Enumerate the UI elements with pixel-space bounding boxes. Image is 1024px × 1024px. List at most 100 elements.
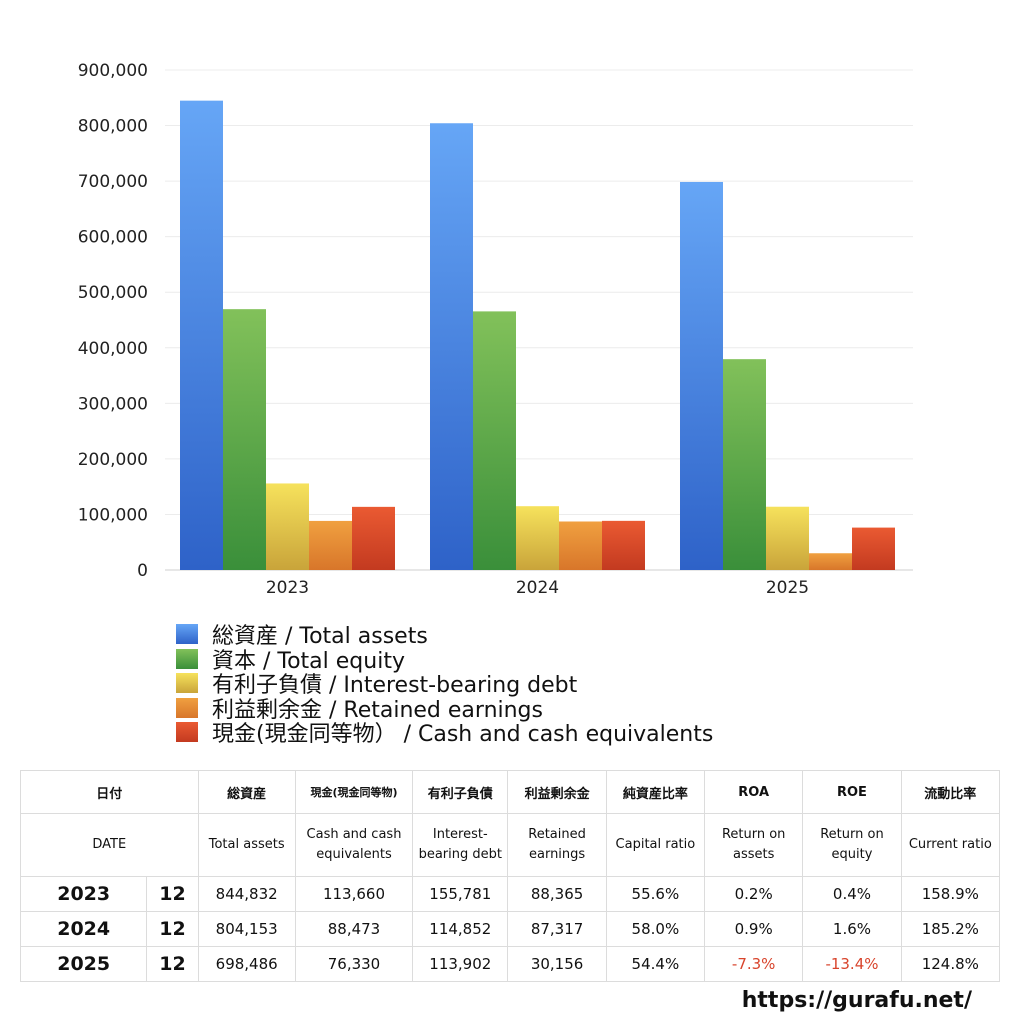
table-row: 2023 12 844,832 113,660 155,781 88,365 5… (19, 876, 1001, 912)
legend-label: 資本 / Total equity (212, 648, 405, 674)
header-capital-ratio-ja: 純資産比率 (605, 770, 706, 814)
legend-swatch (176, 697, 198, 718)
y-tick-label: 900,000 (78, 61, 148, 81)
cell-cash: 76,330 (294, 946, 414, 982)
bar-retained-earnings-2023 (309, 520, 352, 570)
chart-legend: 総資産 / Total assets 資本 / Total equity 有利子負債… (176, 622, 876, 747)
site-url: https://gurafu.net/ (741, 988, 972, 1013)
header-retained-en: Retained earnings (507, 813, 607, 877)
y-tick-label: 800,000 (78, 117, 148, 137)
cell-roa: 0.2% (704, 876, 804, 912)
legend-item: 利益剰余金 / Retained earnings (176, 696, 876, 723)
cell-roa: -7.3% (704, 946, 804, 982)
legend-swatch (176, 648, 198, 669)
legend-label: 総資産 / Total assets (212, 624, 428, 650)
bar-chart: 0 100,000 200,000 300,000 400,000 500,000 600,… (78, 61, 913, 598)
bar-retained-earnings-2024 (559, 521, 602, 570)
cell-current-ratio: 185.2% (900, 911, 1001, 947)
bar-total-equity-2025 (723, 359, 766, 570)
row-year: 2025 (19, 946, 148, 982)
row-month: 12 (146, 876, 199, 912)
legend-item: 総資産 / Total assets (176, 622, 876, 649)
legend-label: 利益剰余金 / Retained earnings (212, 697, 543, 723)
y-tick-label: 600,000 (78, 228, 148, 248)
cell-total-assets: 698,486 (197, 946, 296, 982)
x-tick-label: 2025 (766, 578, 809, 598)
y-tick-label: 700,000 (78, 172, 148, 192)
header-roa-en: Return on assets (704, 813, 804, 877)
header-date-ja: 日付 (20, 770, 199, 814)
legend-item: 有利子負債 / Interest-bearing debt (176, 671, 876, 698)
bar-total-assets-2025 (680, 181, 723, 571)
cell-total-assets: 844,832 (197, 876, 296, 912)
bar-total-equity-2024 (473, 311, 516, 570)
header-roe-en: Return on equity (802, 813, 902, 877)
cell-debt: 114,852 (412, 911, 509, 947)
header-total-assets-ja: 総資産 (197, 770, 296, 814)
legend-label: 有利子負債 / Interest-bearing debt (212, 673, 578, 699)
header-debt-ja: 有利子負債 (412, 770, 509, 814)
cell-current-ratio: 124.8% (900, 946, 1001, 982)
bar-retained-earnings-2025 (809, 553, 852, 570)
header-retained-ja: 利益剰余金 (507, 770, 607, 814)
y-tick-label: 400,000 (78, 339, 148, 359)
legend-label: 現金(現金同等物） / Cash and cash equivalents (212, 722, 714, 748)
header-date-en: DATE (20, 813, 199, 877)
bar-total-equity-2023 (223, 309, 266, 570)
bar-total-assets-2024 (430, 123, 473, 570)
x-tick-label: 2024 (516, 578, 559, 598)
chart-svg: 0 100,000 200,000 300,000 400,000 500,000 600,… (78, 61, 913, 598)
cell-current-ratio: 158.9% (900, 876, 1001, 912)
legend-swatch (176, 624, 198, 645)
cell-retained: 87,317 (507, 911, 607, 947)
table-header-ja: 日付 総資産 現金(現金同等物) 有利子負債 利益剰余金 純資産比率 ROA R… (20, 770, 1001, 814)
cell-debt: 113,902 (412, 946, 509, 982)
legend-swatch (176, 722, 198, 743)
legend-swatch (176, 673, 198, 694)
y-tick-label: 300,000 (78, 394, 148, 414)
row-month: 12 (146, 911, 199, 947)
y-tick-label: 0 (137, 561, 148, 581)
header-roe-ja: ROE (802, 770, 902, 814)
table-header-en: DATE Total assets Cash and cash equivale… (20, 813, 1001, 877)
cell-roa: 0.9% (704, 911, 804, 947)
row-year: 2023 (19, 876, 148, 912)
header-current-ratio-en: Current ratio (900, 813, 1001, 877)
y-tick-label: 500,000 (78, 283, 148, 303)
cell-cash: 113,660 (294, 876, 414, 912)
header-roa-ja: ROA (704, 770, 804, 814)
header-current-ratio-ja: 流動比率 (900, 770, 1001, 814)
header-debt-en: Interest-bearing debt (412, 813, 509, 877)
header-cash-en: Cash and cash equivalents (294, 813, 414, 877)
row-year: 2024 (19, 911, 148, 947)
cell-retained: 88,365 (507, 876, 607, 912)
bar-cash-2023 (352, 506, 395, 570)
cell-retained: 30,156 (507, 946, 607, 982)
header-capital-ratio-en: Capital ratio (605, 813, 706, 877)
bar-cash-2024 (602, 520, 645, 570)
header-cash-ja: 現金(現金同等物) (294, 770, 414, 814)
cell-capital-ratio: 55.6% (605, 876, 706, 912)
header-total-assets-en: Total assets (197, 813, 296, 877)
row-month: 12 (146, 946, 199, 982)
bar-cash-2025 (852, 527, 895, 570)
cell-roe: 1.6% (802, 911, 902, 947)
y-tick-label: 200,000 (78, 450, 148, 470)
bar-interest-bearing-debt-2023 (266, 483, 309, 570)
cell-roe: 0.4% (802, 876, 902, 912)
y-tick-label: 100,000 (78, 505, 148, 525)
legend-item: 資本 / Total equity (176, 647, 876, 674)
cell-roe: -13.4% (802, 946, 902, 982)
bar-interest-bearing-debt-2025 (766, 506, 809, 570)
financial-metrics-table: 日付 総資産 現金(現金同等物) 有利子負債 利益剰余金 純資産比率 ROA R… (19, 770, 1001, 982)
bar-interest-bearing-debt-2024 (516, 506, 559, 570)
bar-total-assets-2023 (180, 100, 223, 570)
cell-capital-ratio: 54.4% (605, 946, 706, 982)
cell-debt: 155,781 (412, 876, 509, 912)
cell-cash: 88,473 (294, 911, 414, 947)
legend-item: 現金(現金同等物） / Cash and cash equivalents (176, 720, 876, 747)
table-row: 2025 12 698,486 76,330 113,902 30,156 54… (19, 946, 1001, 982)
cell-capital-ratio: 58.0% (605, 911, 706, 947)
x-tick-label: 2023 (266, 578, 309, 598)
table-row: 2024 12 804,153 88,473 114,852 87,317 58… (19, 911, 1001, 947)
